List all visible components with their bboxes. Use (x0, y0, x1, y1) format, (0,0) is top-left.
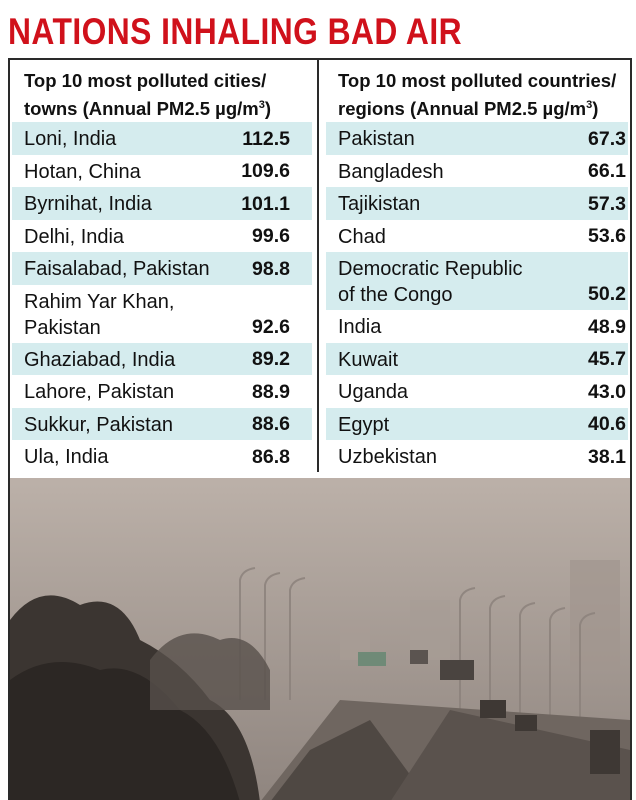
city-pm25-value: 86.8 (252, 445, 290, 468)
city-row: Rahim Yar Khan, Pakistan 92.6 (12, 285, 312, 343)
pollution-tables: Top 10 most polluted cities/ towns (Annu… (10, 60, 630, 478)
city-pm25-value: 101.1 (241, 192, 290, 215)
country-name: Kuwait (338, 348, 399, 371)
country-row: Chad 53.6 (326, 220, 628, 253)
infographic-frame: Top 10 most polluted cities/ towns (Annu… (8, 58, 632, 800)
country-row: India 48.9 (326, 310, 628, 343)
city-pm25-value: 88.6 (252, 413, 290, 435)
city-row: Ghaziabad, India 89.2 (12, 342, 312, 375)
city-name: Faisalabad, Pakistan (24, 258, 210, 280)
city-name: Loni, India (24, 128, 117, 150)
country-row: Uganda 43.0 (326, 375, 628, 408)
country-name: Democratic Republic of the Congo (338, 258, 523, 306)
city-name: Ula, India (24, 446, 109, 468)
country-pm25-value: 53.6 (588, 225, 626, 247)
city-name: Lahore, Pakistan (24, 381, 175, 403)
country-pm25-value: 43.0 (588, 380, 626, 403)
country-pm25-value: 38.1 (588, 445, 626, 468)
cities-table: Top 10 most polluted cities/ towns (Annu… (12, 60, 312, 473)
country-row: Egypt 40.6 (326, 407, 628, 440)
cities-header-superscript: 3 (258, 99, 265, 111)
country-name: Pakistan (338, 128, 415, 150)
cities-header-close: ) (264, 98, 272, 120)
country-pm25-value: 57.3 (588, 192, 626, 215)
country-name: Egypt (338, 413, 390, 436)
country-name: Bangladesh (338, 160, 444, 183)
city-pm25-value: 92.6 (252, 315, 290, 338)
country-pm25-value: 67.3 (588, 127, 626, 150)
column-divider (317, 60, 319, 472)
city-name: Ghaziabad, India (24, 348, 176, 371)
country-row: Pakistan 67.3 (326, 122, 628, 155)
city-name: Rahim Yar Khan, Pakistan (24, 290, 175, 339)
country-name: Uganda (338, 381, 409, 403)
countries-header-superscript: 3 (586, 99, 593, 111)
city-row: Ula, India 86.8 (12, 440, 312, 473)
countries-rows: Pakistan 67.3 Bangladesh 66.1 Tajikistan 57.3… (326, 122, 628, 473)
cities-table-header: Top 10 most polluted cities/ towns (Annu… (12, 60, 312, 122)
infographic-title: NATIONS INHALING BAD AIR (8, 11, 463, 52)
city-name: Byrnihat, India (24, 193, 152, 215)
country-row: Democratic Republic of the Congo 50.2 (326, 252, 628, 310)
city-name: Delhi, India (24, 225, 125, 248)
country-name: India (338, 316, 382, 338)
city-row: Delhi, India 99.6 (12, 220, 312, 253)
country-pm25-value: 66.1 (588, 160, 626, 182)
city-name: Hotan, China (24, 160, 141, 183)
country-row: Bangladesh 66.1 (326, 155, 628, 188)
countries-header-line1: Top 10 most polluted countries/ (338, 70, 617, 91)
country-name: Tajikistan (338, 193, 421, 215)
country-pm25-value: 50.2 (588, 283, 626, 305)
cities-header-line2: towns (Annual PM2.5 µg/m (24, 98, 259, 120)
city-row: Lahore, Pakistan 88.9 (12, 375, 312, 408)
countries-header-line2: regions (Annual PM2.5 µg/m (338, 98, 587, 120)
city-pm25-value: 109.6 (241, 160, 290, 182)
city-pm25-value: 88.9 (252, 380, 290, 403)
country-pm25-value: 40.6 (588, 413, 626, 435)
city-row: Byrnihat, India 101.1 (12, 187, 312, 220)
city-pm25-value: 89.2 (252, 348, 290, 370)
country-pm25-value: 45.7 (588, 348, 626, 370)
city-name: Sukkur, Pakistan (24, 413, 173, 436)
city-row: Loni, India 112.5 (12, 122, 312, 155)
country-row: Uzbekistan 38.1 (326, 440, 628, 473)
cities-header-line1: Top 10 most polluted cities/ (24, 70, 267, 91)
city-pm25-value: 112.5 (242, 127, 290, 150)
countries-table: Top 10 most polluted countries/ regions … (326, 60, 628, 473)
city-row: Hotan, China 109.6 (12, 155, 312, 188)
country-name: Uzbekistan (338, 446, 437, 468)
country-name: Chad (338, 225, 386, 248)
city-row: Sukkur, Pakistan 88.6 (12, 407, 312, 440)
city-row: Faisalabad, Pakistan 98.8 (12, 252, 312, 285)
country-row: Kuwait 45.7 (326, 342, 628, 375)
cities-rows: Loni, India 112.5 Hotan, China 109.6 Byrniha… (12, 122, 312, 473)
countries-table-header: Top 10 most polluted countries/ regions … (326, 60, 628, 122)
city-pm25-value: 99.6 (252, 225, 290, 247)
country-pm25-value: 48.9 (588, 315, 626, 338)
city-pm25-value: 98.8 (252, 257, 290, 280)
country-row: Tajikistan 57.3 (326, 187, 628, 220)
countries-header-close: ) (592, 98, 599, 120)
